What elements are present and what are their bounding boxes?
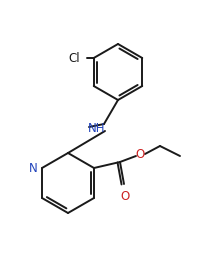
Text: N: N (29, 162, 38, 174)
Text: NH: NH (88, 122, 106, 135)
Text: O: O (120, 190, 130, 203)
Text: Cl: Cl (68, 52, 80, 65)
Text: O: O (135, 148, 145, 161)
